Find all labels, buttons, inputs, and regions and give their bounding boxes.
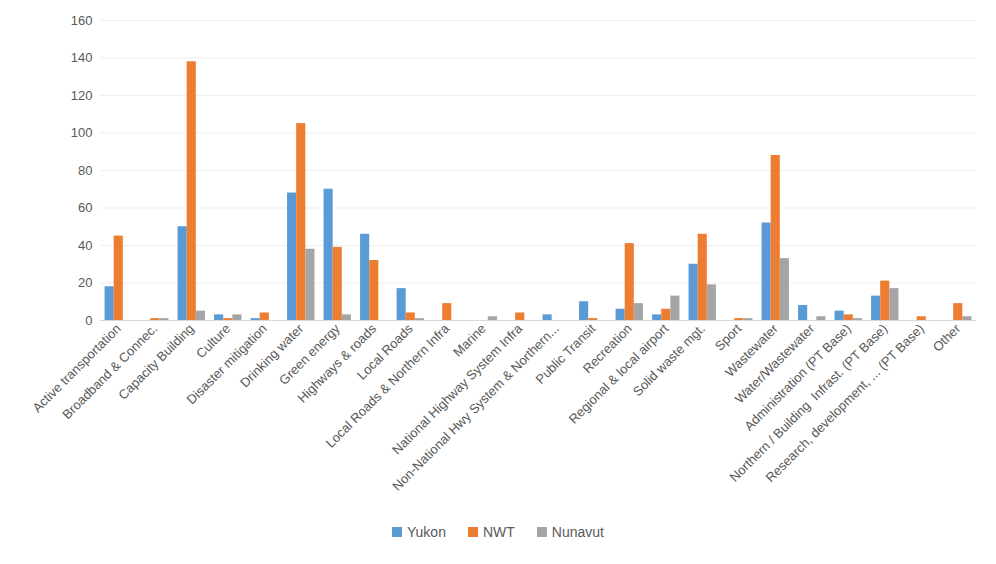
svg-text:Capacity Building: Capacity Building [115,321,197,403]
svg-text:Marine: Marine [450,321,489,360]
svg-text:Northern / Building Infrast.: Northern / Building Infrast. (PT Base) [727,321,891,485]
svg-text:100: 100 [71,125,93,140]
svg-text:60: 60 [78,200,92,215]
svg-text:National Highway System Infra: National Highway System Infra [389,320,526,457]
svg-text:Administration (PT Base): Administration (PT Base) [741,321,854,434]
svg-text:Green energy: Green energy [276,321,343,388]
svg-text:Water/Wastewater: Water/Wastewater [731,321,818,407]
svg-text:Broadband & Connec.: Broadband & Connec. [59,321,161,422]
html-text:Yukon: Yukon [407,524,446,540]
svg-text:Research, development, ... (PT: Research, development, ... (PT Base) [763,321,927,485]
svg-text:160: 160 [71,13,93,28]
svg-text:Drinking water: Drinking water [237,320,307,390]
svg-text:140: 140 [71,50,93,65]
svg-text:Non-National Hwy System & Nort: Non-National Hwy System & Northern... [389,321,562,494]
svg-text:Sport: Sport [712,321,745,354]
html-text:Nunavut: Nunavut [551,524,604,540]
svg-text:0: 0 [85,313,92,328]
svg-text:Recreation: Recreation [579,321,635,376]
svg-text:120: 120 [71,88,93,103]
svg-text:40: 40 [78,238,92,253]
svg-text:Culture: Culture [193,321,234,362]
svg-text:Active transportation: Active transportation [29,321,124,416]
svg-text:Wastewater: Wastewater [722,321,781,380]
svg-text:20: 20 [78,275,92,290]
svg-text:Solid waste mgt.: Solid waste mgt. [630,321,708,399]
svg-text:Local Roads & Northern Infra: Local Roads & Northern Infra [323,320,453,450]
svg-text:Regional & local airport: Regional & local airport [565,321,672,427]
svg-text:Public Transit: Public Transit [533,321,599,387]
svg-text:Highways & roads: Highways & roads [294,321,380,406]
svg-text:80: 80 [78,163,92,178]
html-text:NWT: NWT [482,524,515,540]
svg-text:Disaster mitigation: Disaster mitigation [183,321,270,408]
svg-text:Other: Other [930,320,964,354]
